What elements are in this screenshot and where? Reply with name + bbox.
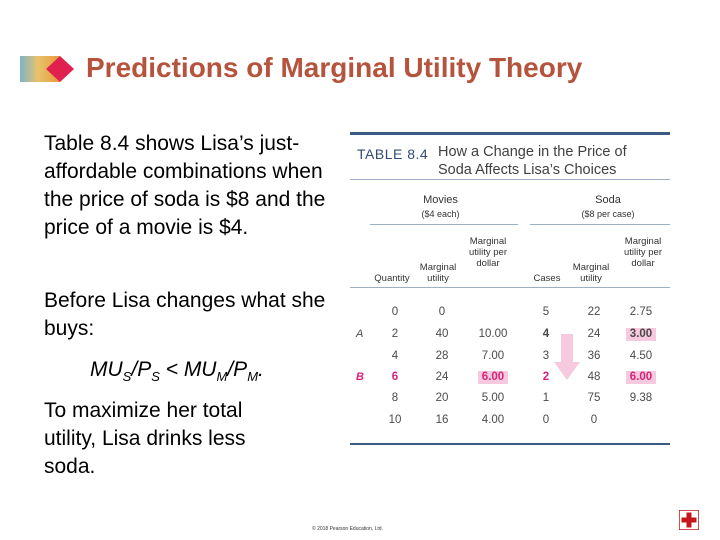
- caption-rule: [350, 179, 670, 180]
- col-movie-mu-per-dollar: Marginal utility per dollar: [468, 236, 507, 269]
- soda-header: Soda: [595, 194, 621, 206]
- table-cell: 9.38: [629, 392, 653, 404]
- row-label-b: B: [356, 371, 364, 383]
- table-cell: 7.00: [481, 350, 505, 362]
- inequality-formula: MUS/PS < MUM/PM.: [90, 358, 264, 385]
- table-cell: 0: [542, 414, 550, 426]
- table-cell: 4.50: [629, 350, 653, 362]
- movies-rule: [370, 224, 518, 225]
- table-cell: 16: [435, 414, 449, 426]
- copyright-notice: © 2018 Pearson Education, Ltd.: [312, 526, 383, 532]
- table-cell: 24: [587, 328, 601, 340]
- row-label-a: A: [356, 328, 364, 340]
- diamond-logo-icon: [20, 56, 74, 82]
- highlight-b-soda: [626, 371, 656, 384]
- table-cell: 20: [435, 392, 449, 404]
- page-title: Predictions of Marginal Utility Theory: [86, 52, 583, 83]
- table-cell: 28: [435, 350, 449, 362]
- table-cell: 4: [542, 328, 550, 340]
- table-cell: 3.00: [629, 328, 653, 340]
- col-quantity: Quantity: [374, 273, 410, 284]
- red-cross-icon[interactable]: [679, 510, 699, 530]
- table-cell: 5: [542, 306, 550, 318]
- header-rule: [350, 287, 670, 288]
- table-cell: 40: [435, 328, 449, 340]
- table-cell: 2: [542, 371, 550, 383]
- table-cell: 8: [391, 392, 399, 404]
- table-cell: 4: [391, 350, 399, 362]
- table-cell: 4.00: [481, 414, 505, 426]
- body-paragraph-4: To maximize her total utility, Lisa drin…: [44, 399, 246, 478]
- highlight-b-movies: [478, 371, 508, 384]
- table-cell: 5.00: [481, 392, 505, 404]
- table-cell: 36: [587, 350, 601, 362]
- top-rule: [350, 132, 670, 135]
- table-cell: 6: [391, 371, 399, 383]
- bottom-rule: [350, 443, 670, 445]
- table-cell: 2: [391, 328, 399, 340]
- soda-subheader: ($8 per case): [581, 209, 635, 219]
- table-cell: 6.00: [629, 371, 653, 383]
- table-cell: 10: [388, 414, 402, 426]
- movies-subheader: ($4 each): [421, 209, 460, 219]
- table-cell: 48: [587, 371, 601, 383]
- col-cases: Cases: [533, 273, 561, 284]
- highlight-a-soda: [626, 328, 656, 341]
- table-cell: 22: [587, 306, 601, 318]
- table-cell: 3: [542, 350, 550, 362]
- table-caption: How a Change in the Price of Soda Affect…: [438, 144, 627, 178]
- table-figure: TABLE 8.4 How a Change in the Price of S…: [350, 132, 670, 447]
- col-soda-mu: Marginal utility: [572, 262, 610, 284]
- down-arrow-icon: [554, 334, 580, 380]
- table-cell: 10.00: [478, 328, 508, 340]
- table-cell: 0: [590, 414, 598, 426]
- table-cell: 0: [438, 306, 446, 318]
- table-label: TABLE 8.4: [357, 146, 429, 162]
- table-cell: 1: [542, 392, 550, 404]
- body-paragraph-2: Before Lisa changes what she buys:: [44, 289, 326, 340]
- table-cell: 6.00: [481, 371, 505, 383]
- body-paragraph-1: Table 8.4 shows Lisa’s just-affordable c…: [44, 132, 326, 239]
- table-cell: 2.75: [629, 306, 653, 318]
- table-cell: 0: [391, 306, 399, 318]
- movies-header: Movies: [423, 194, 458, 206]
- table-cell: 24: [435, 371, 449, 383]
- soda-rule: [530, 224, 670, 225]
- col-soda-mu-per-dollar: Marginal utility per dollar: [623, 236, 662, 269]
- table-cell: 75: [587, 392, 601, 404]
- col-movie-mu: Marginal utility: [419, 262, 457, 284]
